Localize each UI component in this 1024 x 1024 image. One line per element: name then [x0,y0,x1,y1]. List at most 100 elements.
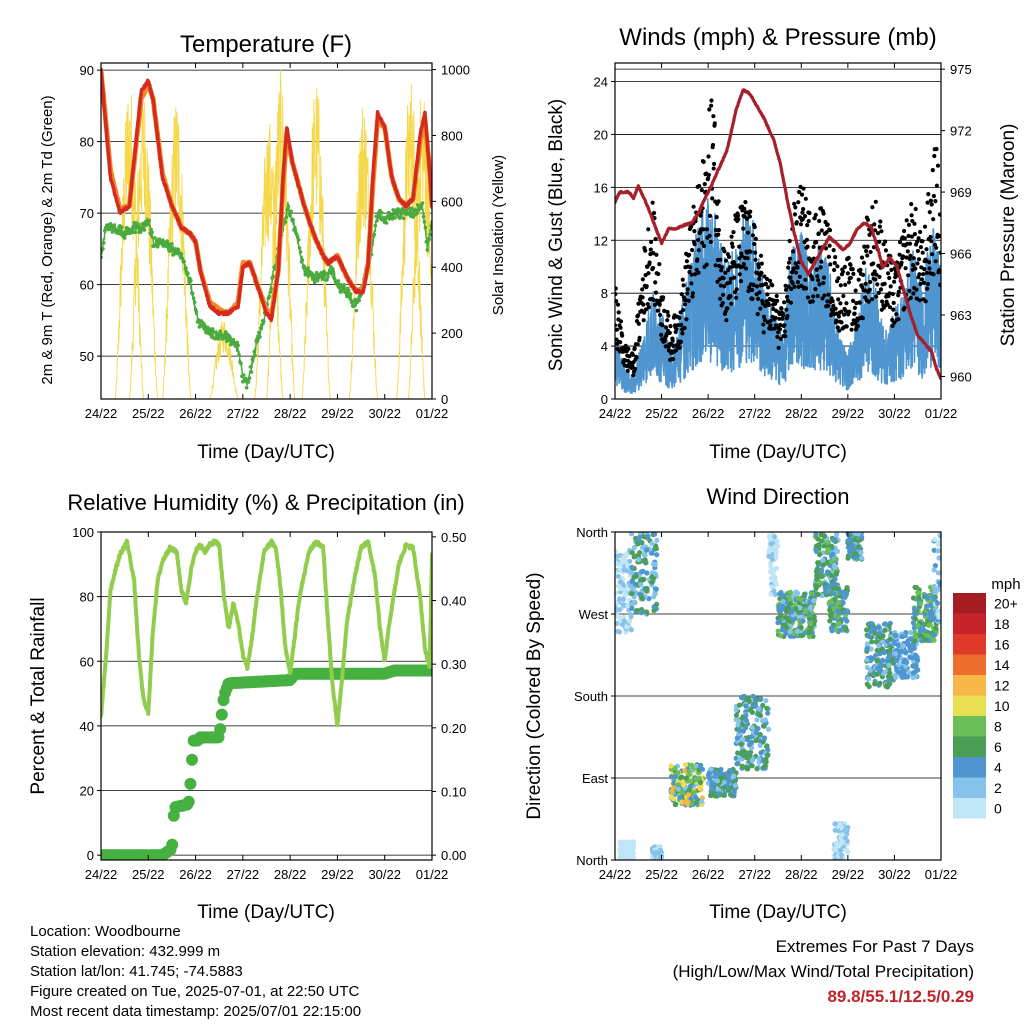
dewpoint-point [102,241,106,245]
gust-point [846,255,851,260]
dewpoint-point [285,207,290,212]
dewpoint-point [421,214,426,219]
y-tick-label: 70 [80,206,94,221]
direction-point [931,583,937,590]
gust-point [917,298,922,303]
gust-point [748,249,753,254]
gust-point [691,204,696,209]
gust-point [842,264,848,269]
direction-point [615,613,621,619]
solar-insolation-line [209,320,239,399]
gust-point [795,265,800,270]
gust-point [813,287,818,292]
x-tick-label: 30/22 [368,867,401,882]
direction-point [787,589,794,595]
gust-point [828,262,833,267]
gust-point [718,296,723,301]
dewpoint-point [219,332,223,337]
dewpoint-point [142,228,147,232]
gust-point [905,249,910,254]
gust-point [668,324,673,329]
direction-point [644,547,650,553]
direction-point [649,550,655,556]
gust-point [923,299,928,304]
colorbar-swatch [953,757,986,778]
direction-point [812,582,819,589]
direction-point [896,662,902,668]
direction-point [931,632,937,638]
gust-point [775,334,780,339]
dewpoint-point [244,385,249,390]
dewpoint-point [155,245,160,249]
x-tick-label: 24/22 [599,867,632,882]
gust-point [872,269,877,274]
direction-point [899,648,905,654]
humidity-ticks: 0 20 40 60 80 100 0.00 0.10 0.20 0.30 0.40 0.50 24/2… [72,525,466,882]
colorbar-swatch [953,798,986,819]
gust-point [712,121,717,126]
direction-point [912,664,918,670]
x-tick-label: 26/22 [692,406,725,421]
direction-point [839,824,845,830]
direction-point [836,621,842,627]
gust-point [618,319,624,324]
gust-point [913,206,918,212]
y-tick-label: 100 [72,525,94,540]
dewpoint-point [227,334,232,339]
x-tick-label: 26/22 [179,867,212,882]
dewpoint-point [120,225,124,230]
gust-point [914,287,919,292]
gust-point [616,310,621,315]
temperature-ylabel: 2m & 9m T (Red, Orange) & 2m Td (Green) [39,95,56,384]
direction-point [794,628,801,634]
dewpoint-point [210,327,215,331]
gust-point [744,216,750,221]
gust-point [736,217,741,222]
gust-point [902,228,907,234]
y-tick-label: 50 [80,349,94,364]
direction-point [776,606,782,612]
gust-point [826,303,831,308]
gust-point [758,253,764,258]
dewpoint-point [218,329,222,334]
gust-point [681,283,686,288]
gust-point [687,252,692,257]
gust-point [937,268,941,273]
direction-point [882,621,888,627]
gust-point [716,228,722,233]
gust-point [937,234,941,239]
direction-point [864,641,871,647]
direction-point [775,628,781,634]
direction-point [649,541,655,547]
gust-point [892,320,897,325]
direction-point [867,621,874,627]
gust-point [866,299,871,304]
direction-point [851,551,858,557]
gust-point [832,267,837,273]
gust-point [817,282,822,287]
gust-point [662,308,667,313]
dewpoint-point [135,221,139,225]
gust-point [880,299,885,304]
gust-point [916,236,921,241]
dewpoint-point [312,280,317,285]
gust-point [875,231,881,236]
direction-point [935,548,941,554]
direction-point [819,593,826,599]
humidity-ylabel: Percent & Total Rainfall [28,597,49,794]
direction-point [768,541,774,547]
dewpoint-point [133,230,137,235]
direction-point [824,569,831,575]
dewpoint-point [345,294,349,299]
direction-point [797,605,803,611]
direction-point [624,563,631,569]
direction-point [688,800,694,807]
gust-point [865,253,870,258]
gust-point [734,287,739,292]
direction-point [716,791,722,797]
gust-point [897,240,903,245]
direction-point [837,847,843,853]
direction-point [679,774,685,780]
winds-title: Winds (mph) & Pressure (mb) [619,24,936,51]
dewpoint-point [243,376,248,381]
